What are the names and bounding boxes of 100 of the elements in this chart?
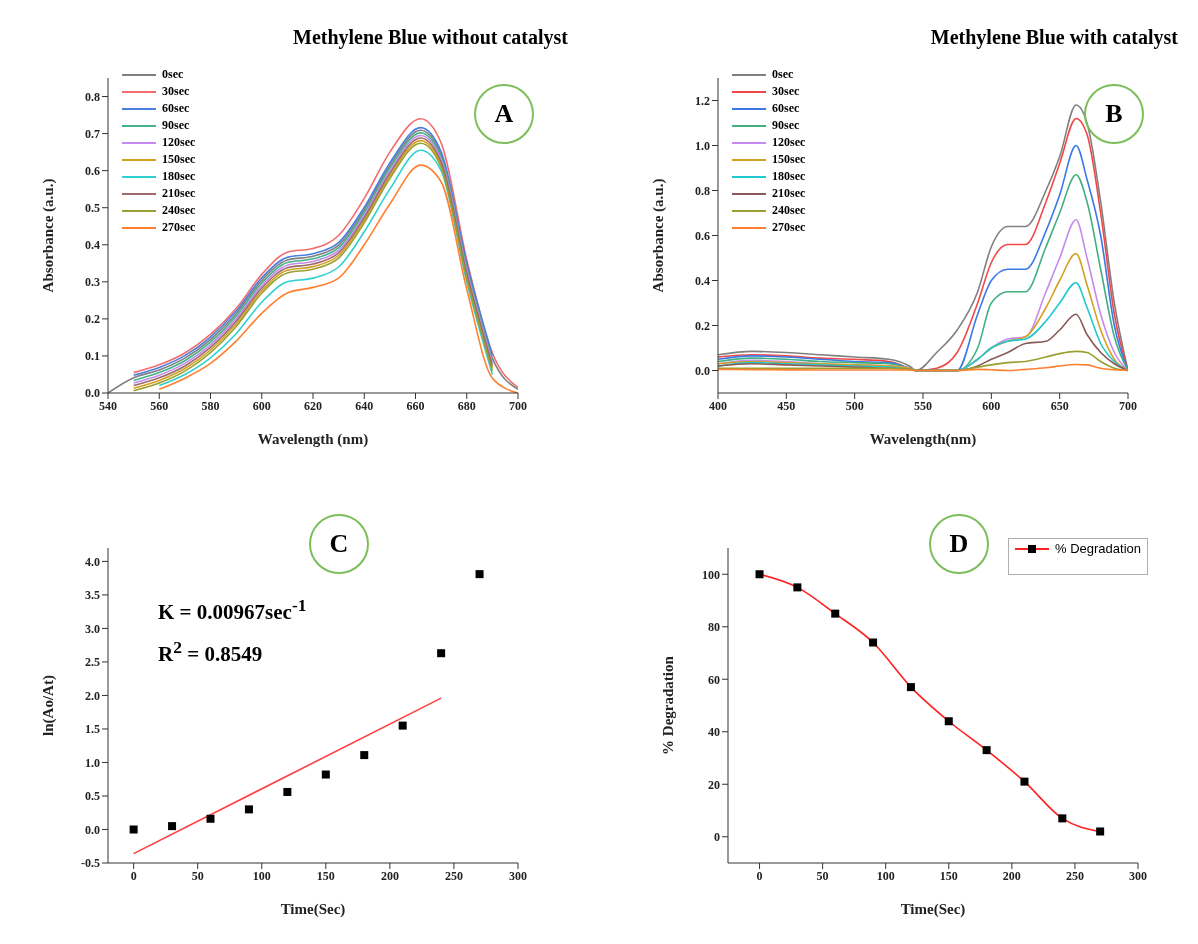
point: [398, 721, 407, 730]
x-tick-label: 150: [939, 868, 958, 883]
x-tick-label: 600: [982, 398, 1001, 413]
chart-title: Methylene Blue with catalyst: [930, 26, 1178, 49]
x-tick-label: 0: [756, 868, 763, 883]
x-tick-label: 660: [406, 398, 425, 413]
x-tick-label: 450: [777, 398, 796, 413]
x-tick-label: 580: [201, 398, 220, 413]
x-axis-title: Time(Sec): [280, 901, 346, 918]
legend-label: 120sec: [772, 134, 806, 151]
y-tick-label: 0.4: [85, 238, 100, 253]
y-tick-label: 0.2: [85, 312, 100, 327]
x-axis-title: Time(Sec): [900, 901, 966, 918]
line-series: [718, 363, 1128, 372]
x-tick-label: 700: [509, 398, 527, 413]
y-tick-label: 0.0: [85, 386, 100, 401]
y-axis-title: % Degradation: [660, 655, 677, 755]
y-tick-label: 3.5: [85, 588, 100, 603]
point: [437, 649, 446, 658]
legend-label: % Degradation: [1055, 541, 1141, 556]
y-tick-label: 20: [708, 777, 720, 792]
point: [244, 805, 253, 814]
legend-label: 180sec: [772, 168, 806, 185]
point: [129, 825, 138, 834]
x-tick-label: 200: [1002, 868, 1021, 883]
y-tick-label: -0.5: [81, 856, 100, 871]
x-tick-label: 650: [1050, 398, 1069, 413]
point: [360, 751, 369, 760]
y-axis-title: Absorbance (a.u.): [650, 178, 668, 293]
legend-label: 210sec: [162, 185, 196, 202]
point: [475, 570, 484, 579]
x-tick-label: 560: [150, 398, 169, 413]
y-tick-label: 0.6: [695, 228, 710, 243]
x-tick-label: 250: [444, 868, 463, 883]
y-tick-label: 0.0: [85, 822, 100, 837]
y-tick-label: 0.4: [695, 273, 710, 288]
y-tick-label: 1.2: [695, 93, 710, 108]
y-tick-label: 0.3: [85, 275, 100, 290]
x-axis-title: Wavelength (nm): [257, 431, 369, 448]
legend-label: 240sec: [162, 202, 196, 219]
x-tick-label: 550: [914, 398, 932, 413]
x-tick-label: 0: [130, 868, 137, 883]
x-tick-label: 250: [1065, 868, 1084, 883]
legend-label: 240sec: [772, 202, 806, 219]
annotation: K = 0.00967sec$^{-1}$: [158, 595, 307, 625]
y-tick-label: 0.6: [85, 163, 100, 178]
y-tick-label: 0.8: [695, 183, 710, 198]
line-series: [718, 350, 1128, 372]
x-tick-label: 100: [252, 868, 271, 883]
y-tick-label: 0.0: [695, 363, 710, 378]
legend-label: 90sec: [162, 117, 190, 134]
y-tick-label: 80: [708, 620, 720, 635]
y-tick-label: 40: [708, 725, 720, 740]
x-tick-label: 500: [845, 398, 864, 413]
x-tick-label: 540: [99, 398, 117, 413]
point: [283, 787, 292, 796]
legend-label: 0sec: [162, 66, 184, 83]
point: [168, 822, 177, 831]
x-tick-label: 400: [709, 398, 727, 413]
y-tick-label: 0: [714, 830, 720, 845]
legend-label: 60sec: [772, 100, 800, 117]
y-axis-title: Absorbance (a.u.): [40, 178, 58, 293]
legend-label: 30sec: [162, 83, 190, 100]
y-tick-label: 100: [702, 567, 720, 582]
legend-label: 270sec: [162, 219, 196, 236]
y-axis-title: ln(Ao/At): [40, 675, 58, 736]
x-tick-label: 700: [1119, 398, 1137, 413]
legend-label: 180sec: [162, 168, 196, 185]
y-tick-label: 0.1: [85, 349, 100, 364]
legend-label: 0sec: [772, 66, 794, 83]
x-tick-label: 640: [355, 398, 374, 413]
x-axis-title: Wavelength(nm): [869, 431, 977, 448]
y-tick-label: 3.0: [85, 621, 100, 636]
legend-label: 150sec: [772, 151, 806, 168]
x-tick-label: 680: [457, 398, 476, 413]
y-tick-label: 1.0: [695, 138, 710, 153]
legend-label: 120sec: [162, 134, 196, 151]
legend-label: 30sec: [772, 83, 800, 100]
legend-label: 150sec: [162, 151, 196, 168]
y-tick-label: 0.5: [85, 789, 100, 804]
legend-label: 90sec: [772, 117, 800, 134]
y-tick-label: 0.5: [85, 200, 100, 215]
y-tick-label: 1.0: [85, 755, 100, 770]
x-tick-label: 200: [380, 868, 399, 883]
x-tick-label: 620: [304, 398, 322, 413]
y-tick-label: 1.5: [85, 722, 100, 737]
legend-label: 270sec: [772, 219, 806, 236]
x-tick-label: 300: [509, 868, 527, 883]
y-tick-label: 4.0: [85, 554, 100, 569]
x-tick-label: 150: [316, 868, 335, 883]
x-tick-label: 100: [876, 868, 895, 883]
legend-label: 210sec: [772, 185, 806, 202]
y-tick-label: 0.8: [85, 89, 100, 104]
chart-title: Methylene Blue without catalyst: [293, 26, 568, 49]
y-tick-label: 2.0: [85, 688, 100, 703]
point: [206, 814, 215, 823]
y-tick-label: 0.2: [695, 318, 710, 333]
x-tick-label: 50: [816, 868, 829, 883]
y-tick-label: 60: [708, 672, 720, 687]
legend-label: 60sec: [162, 100, 190, 117]
